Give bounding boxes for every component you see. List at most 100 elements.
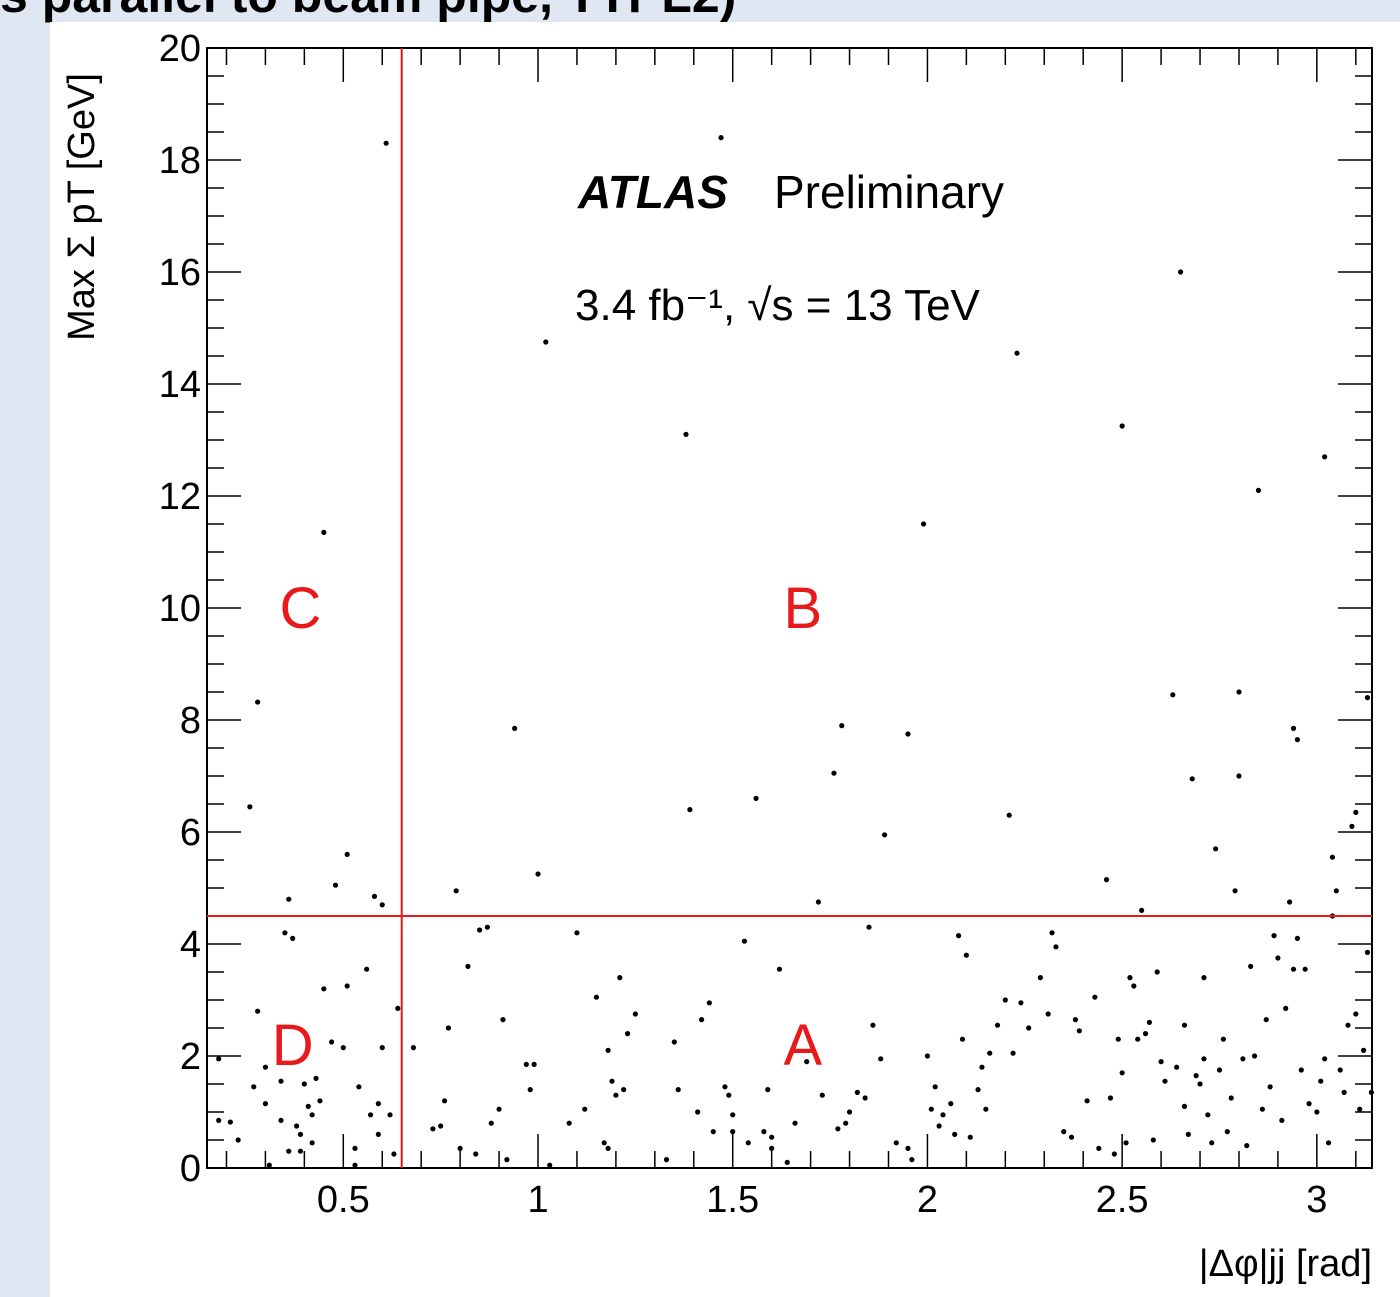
data-point <box>1294 935 1300 942</box>
data-point <box>784 1159 790 1165</box>
data-point <box>1306 1101 1312 1107</box>
y-tick-label: 16 <box>159 252 201 294</box>
data-point <box>1322 454 1328 460</box>
data-point <box>613 1092 619 1098</box>
data-point <box>862 1095 868 1101</box>
data-point <box>687 807 693 813</box>
data-point <box>379 902 385 908</box>
data-point <box>1360 1047 1367 1053</box>
data-point <box>1084 1098 1090 1104</box>
data-point <box>1154 969 1160 975</box>
data-point <box>1181 1022 1188 1028</box>
data-point <box>846 1109 853 1115</box>
data-point <box>870 1022 876 1028</box>
data-point <box>831 770 837 776</box>
data-point <box>1068 1134 1075 1140</box>
x-tick-label: 3 <box>1306 1179 1327 1221</box>
data-point <box>1205 1112 1211 1118</box>
data-point <box>1026 1025 1032 1031</box>
data-point <box>854 1089 860 1095</box>
data-point <box>936 1123 942 1129</box>
data-point <box>391 1151 397 1157</box>
preliminary-label: Preliminary <box>774 166 1004 218</box>
data-point <box>445 1025 452 1031</box>
data-point <box>1349 823 1355 830</box>
data-point <box>928 1106 934 1112</box>
y-tick-label: 4 <box>180 924 201 966</box>
data-point <box>1322 1056 1328 1062</box>
data-point <box>227 1119 233 1125</box>
data-point <box>305 1103 311 1109</box>
data-point <box>839 723 845 729</box>
data-point <box>1271 933 1277 939</box>
data-point <box>438 1123 444 1129</box>
data-point <box>512 725 518 732</box>
data-point <box>881 832 888 838</box>
data-point <box>1251 1053 1258 1059</box>
data-point <box>1158 1059 1164 1065</box>
data-point <box>1076 1028 1082 1034</box>
data-point <box>730 1129 736 1135</box>
data-point <box>364 966 370 972</box>
data-point <box>383 140 389 146</box>
data-point <box>262 1064 269 1070</box>
data-point <box>410 1045 416 1051</box>
figure-caption: s parallel to beam pipe, TTPL2) <box>0 0 736 24</box>
y-tick-label: 20 <box>159 28 201 70</box>
data-point <box>1185 1131 1191 1137</box>
data-point <box>609 1078 615 1084</box>
data-point <box>465 963 471 970</box>
data-point <box>1197 1081 1203 1087</box>
y-tick-label: 18 <box>159 140 201 182</box>
data-point <box>1131 983 1137 989</box>
data-point <box>979 1064 985 1070</box>
data-point <box>722 1084 728 1090</box>
data-point <box>1290 725 1297 732</box>
data-point <box>301 1081 307 1087</box>
data-point <box>1037 975 1043 981</box>
data-point <box>566 1120 572 1126</box>
data-point <box>698 1017 705 1023</box>
x-tick-label: 1.5 <box>706 1179 759 1221</box>
data-point <box>313 1075 319 1081</box>
data-point <box>624 1031 631 1037</box>
data-point <box>909 1157 915 1163</box>
data-point <box>1228 1095 1234 1101</box>
data-point <box>371 893 378 900</box>
data-point <box>963 952 969 958</box>
data-point <box>293 1123 300 1129</box>
data-point <box>1314 1109 1320 1115</box>
x-tick-label: 1 <box>527 1179 548 1221</box>
data-point <box>1162 1078 1168 1084</box>
data-point <box>605 1047 611 1053</box>
data-point <box>290 935 296 942</box>
data-point <box>1096 1145 1102 1151</box>
data-point <box>663 1157 670 1163</box>
data-point <box>1018 1000 1024 1006</box>
data-point <box>329 1039 335 1045</box>
data-point <box>1142 1031 1149 1037</box>
data-point <box>948 1101 954 1107</box>
data-point <box>878 1056 884 1062</box>
data-point <box>321 529 327 535</box>
data-point <box>1240 1056 1246 1062</box>
data-point <box>1248 963 1254 970</box>
data-point <box>352 1162 358 1168</box>
data-point <box>1275 955 1281 961</box>
data-point <box>593 994 600 1000</box>
data-point <box>297 1148 304 1154</box>
x-tick-label: 0.5 <box>317 1179 370 1221</box>
data-point <box>905 731 911 737</box>
data-point <box>484 924 490 930</box>
data-point <box>1201 1056 1207 1062</box>
data-point <box>893 1140 899 1146</box>
data-point <box>1329 854 1336 860</box>
data-point <box>547 1162 553 1168</box>
data-point <box>1232 888 1238 894</box>
data-point <box>804 1059 810 1065</box>
data-point <box>621 1087 627 1093</box>
scatter-chart: 0.5 1 1.5 2 2.5 3 0 2 4 6 8 10 12 14 16 18 20 |Δφ|jj [rad… <box>61 28 1374 1285</box>
data-point <box>367 1112 374 1118</box>
data-point <box>1357 1106 1363 1112</box>
data-point <box>1224 1129 1230 1135</box>
